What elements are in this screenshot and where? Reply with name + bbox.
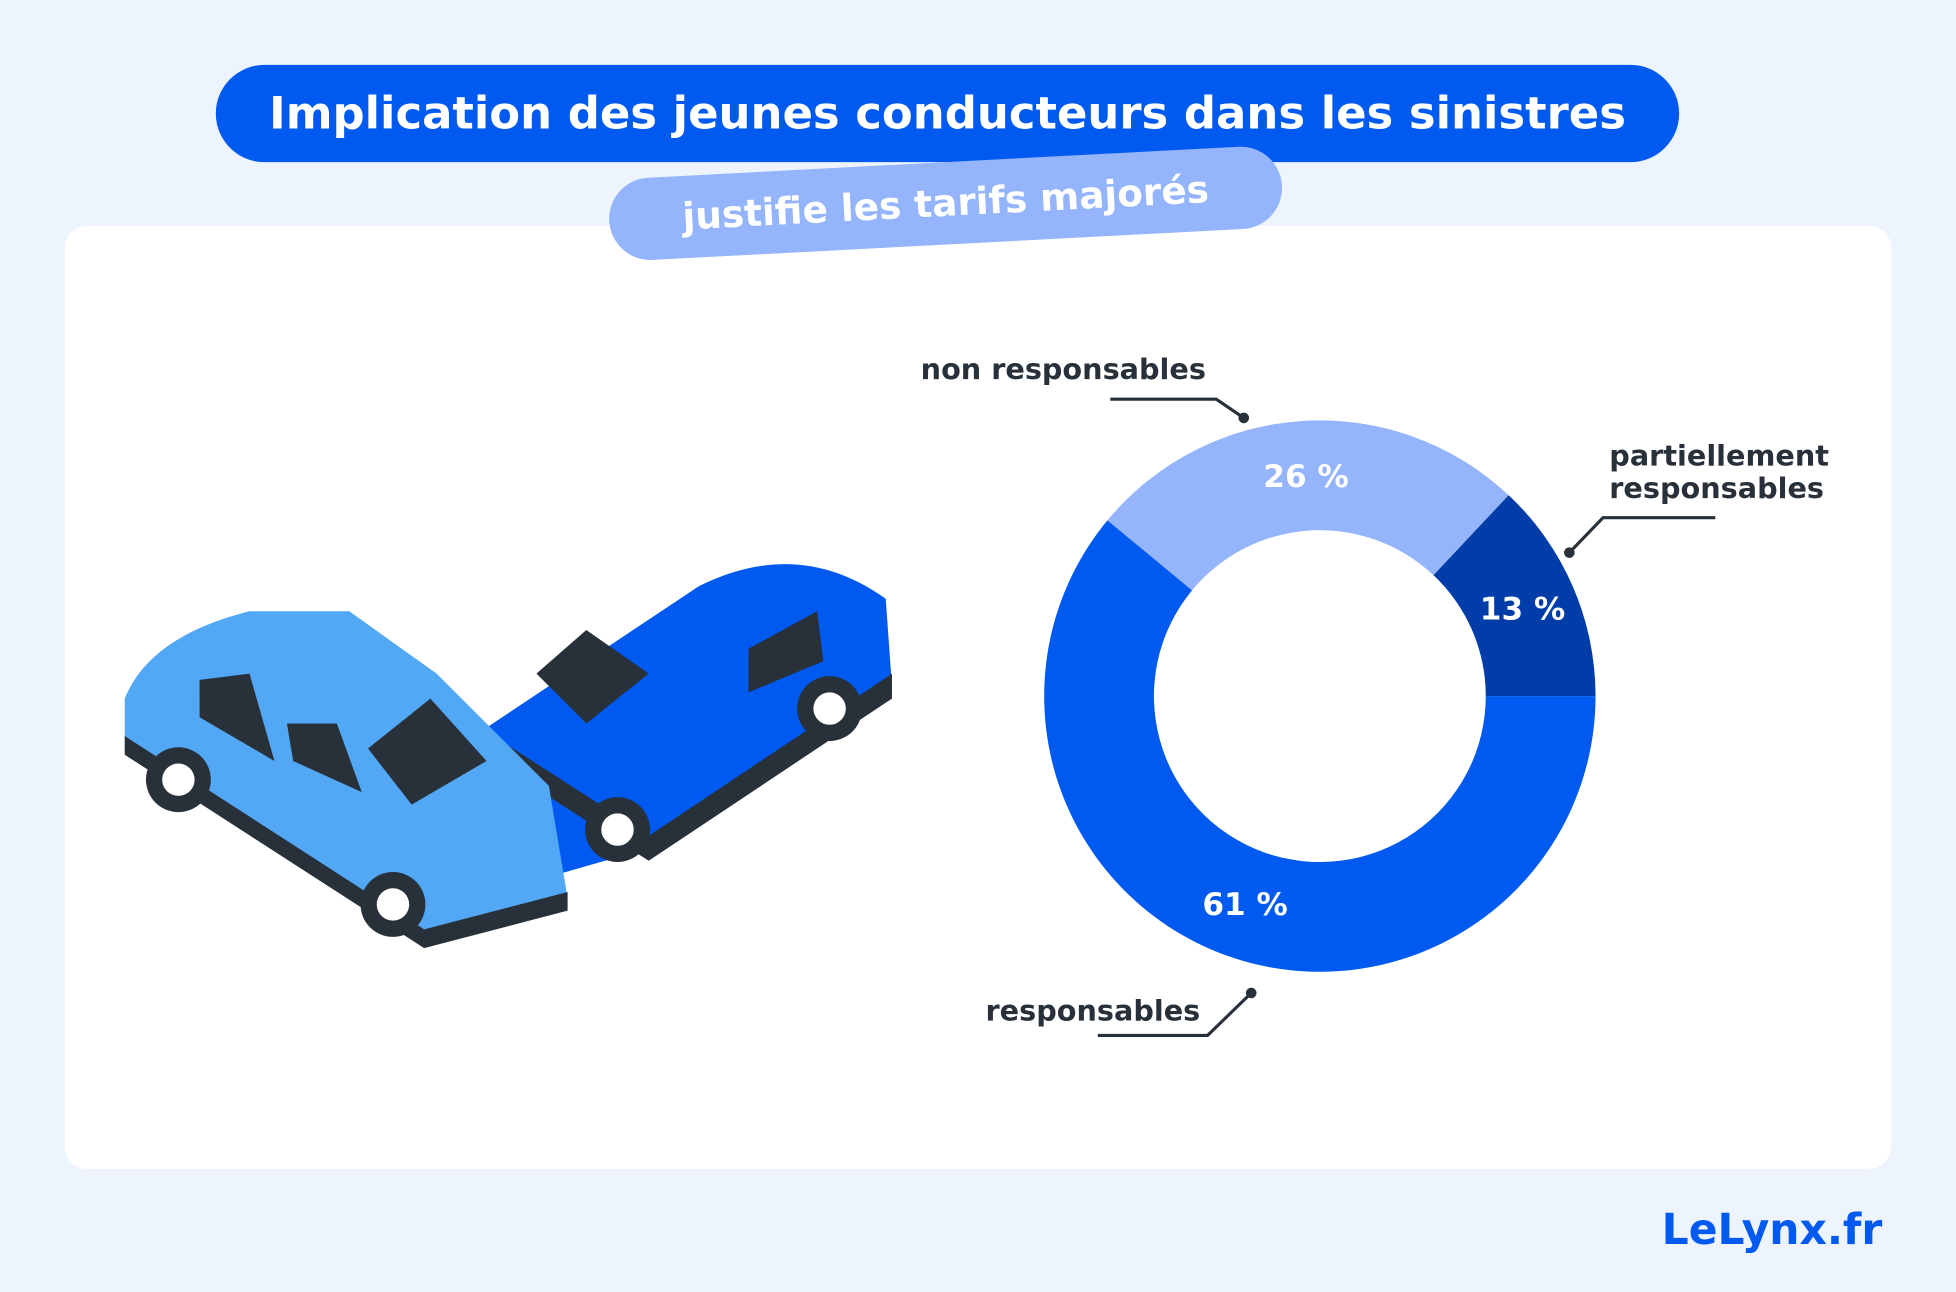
value-label: 26 % <box>1263 459 1348 495</box>
value-label: 61 % <box>1202 887 1287 923</box>
category-label: partiellement responsables <box>1609 440 1829 506</box>
donut-segment <box>1044 520 1596 972</box>
leader-lines <box>1097 397 1716 1037</box>
title: Implication des jeunes conducteurs dans … <box>215 64 1680 163</box>
category-label: responsables <box>985 995 1201 1028</box>
cars-illustration <box>124 564 892 949</box>
donut: 13 % 26 % 61 % <box>1044 420 1596 972</box>
logo: LeLynx.fr <box>1661 1205 1883 1255</box>
donut-segment <box>1433 495 1596 697</box>
donut-segment <box>1107 420 1509 591</box>
value-label: 13 % <box>1480 592 1565 628</box>
category-label: non responsables <box>920 354 1206 387</box>
